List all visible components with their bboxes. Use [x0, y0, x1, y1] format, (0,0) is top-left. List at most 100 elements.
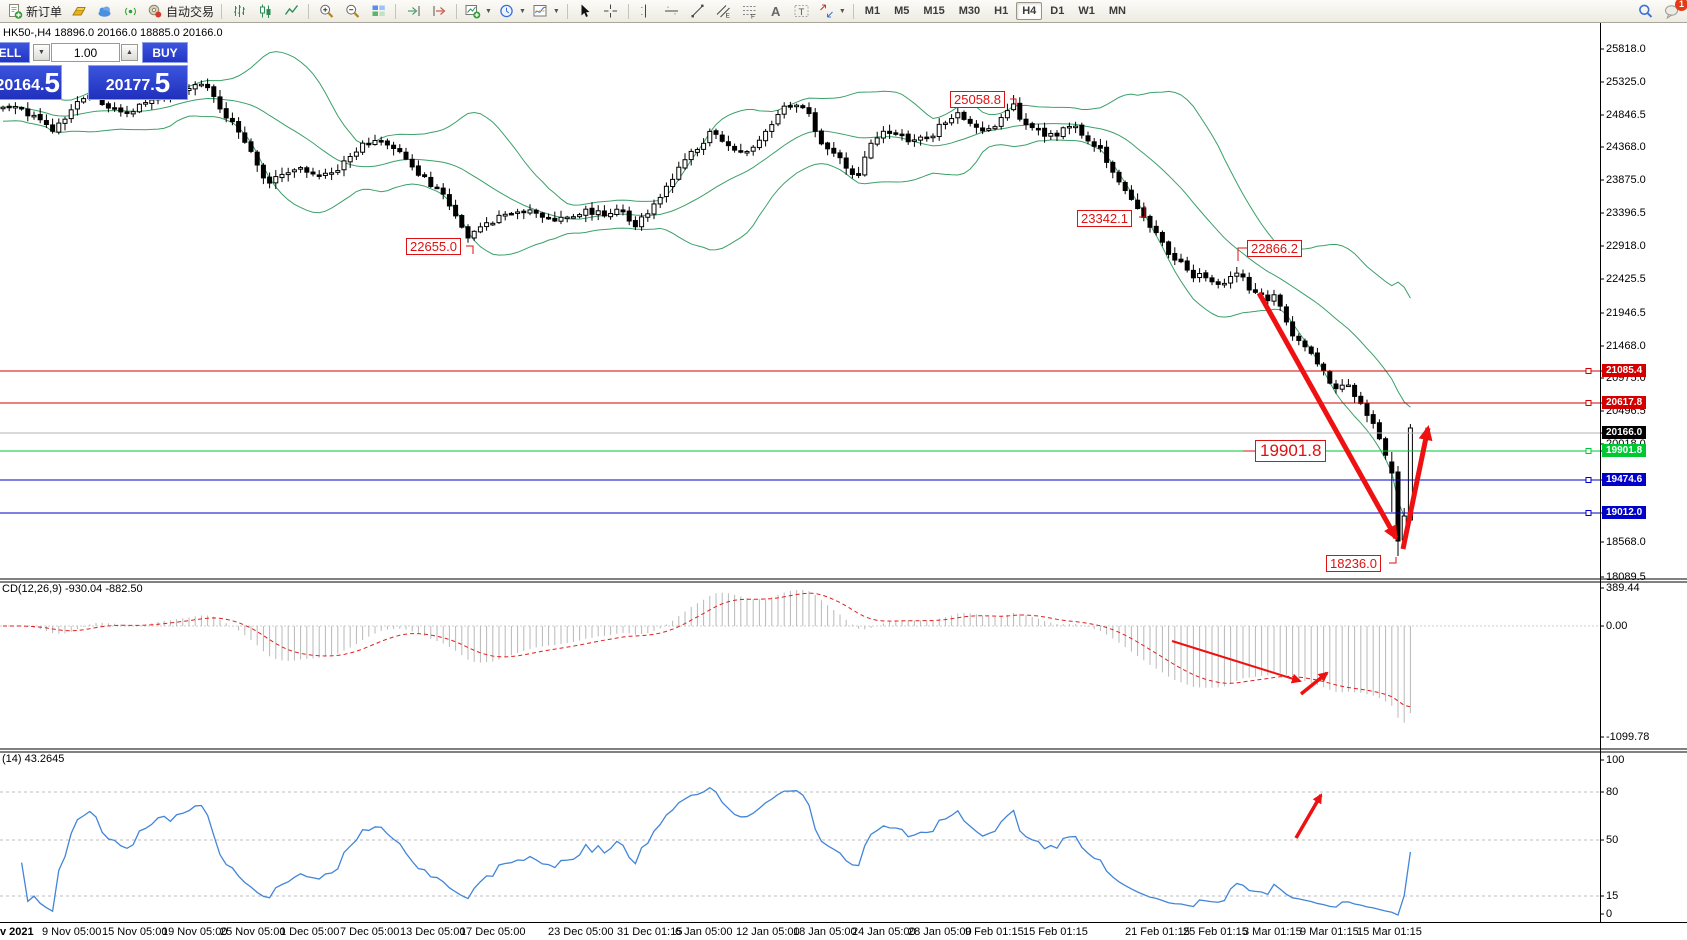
price-axis-label: 22918.0 — [1606, 240, 1646, 252]
new-chart-icon[interactable]: ▼ — [461, 0, 495, 22]
zoom-out-icon[interactable] — [339, 0, 365, 22]
timeframe-m30-button[interactable]: M30 — [958, 5, 981, 17]
amount-increase-button[interactable]: ▲ — [121, 44, 138, 61]
gold-icon[interactable] — [65, 0, 91, 22]
buy-price[interactable]: 20177. 5 — [88, 65, 188, 100]
price-annotation-box[interactable]: 22655.0 — [406, 238, 461, 255]
price-annotation-box[interactable]: 22866.2 — [1247, 240, 1302, 257]
time-axis-label: 21 Feb 01:15 — [1125, 926, 1190, 938]
price-axis-label: 23875.0 — [1606, 174, 1646, 186]
price-tag: 19012.0 — [1602, 506, 1647, 519]
main-toolbar: 新订单 自动交易 ▼ ▼ ▼ E F A T ▼ M1 M5 M15 M30 H1 H4 D1 W1 MN 1 — [0, 0, 1687, 23]
new-order-icon[interactable]: 新订单 — [3, 0, 65, 22]
time-axis-label: 1 Dec 05:00 — [280, 926, 340, 938]
toolbar-separator — [627, 3, 629, 19]
price-annotation-box[interactable]: 25058.8 — [950, 91, 1005, 108]
community-icon[interactable] — [91, 0, 117, 22]
signal-icon[interactable] — [117, 0, 143, 22]
macd-axis-label: 389.44 — [1606, 582, 1640, 594]
timeframe-w1-button[interactable]: W1 — [1078, 5, 1095, 17]
svg-text:T: T — [799, 7, 805, 18]
time-axis-label: 28 Jan 05:00 — [908, 926, 972, 938]
sell-price[interactable]: 20164. 5 — [0, 65, 62, 100]
price-annotation-box[interactable]: 18236.0 — [1326, 555, 1381, 572]
cursor-icon[interactable] — [572, 0, 598, 22]
price-axis-label: 18089.5 — [1606, 571, 1646, 583]
toolbar-right-group: 1 — [1632, 0, 1687, 22]
time-axis-label: v 2021 — [0, 926, 34, 938]
horizontal-line-icon[interactable] — [659, 0, 685, 22]
search-icon[interactable] — [1632, 0, 1658, 22]
price-axis-label: 25818.0 — [1606, 43, 1646, 55]
timeframe-m1-button[interactable]: M1 — [864, 5, 881, 17]
price-tag: 21085.4 — [1602, 364, 1647, 377]
auto-trading-icon[interactable]: 自动交易 — [143, 0, 217, 22]
buy-price-main: 20177. — [105, 77, 155, 94]
chevron-down-icon: ▼ — [838, 7, 846, 15]
crosshair-icon[interactable] — [598, 0, 624, 22]
line-chart-icon[interactable] — [278, 0, 304, 22]
timeframe-d1-button[interactable]: D1 — [1050, 5, 1065, 17]
toolbar-separator — [308, 3, 310, 19]
price-axis-label: 18568.0 — [1606, 536, 1646, 548]
text-label-icon[interactable]: T — [789, 0, 815, 22]
price-axis-label: 24846.5 — [1606, 109, 1646, 121]
bar-chart-icon[interactable] — [226, 0, 252, 22]
price-annotation-box[interactable]: 23342.1 — [1077, 210, 1132, 227]
price-tag: 20617.8 — [1602, 396, 1647, 409]
equidistant-channel-icon[interactable]: E — [711, 0, 737, 22]
amount-decrease-button[interactable]: ▼ — [33, 44, 50, 61]
time-axis-label: 9 Nov 05:00 — [42, 926, 102, 938]
time-axis-label: 9 Feb 01:15 — [965, 926, 1024, 938]
vertical-line-icon[interactable] — [633, 0, 659, 22]
chevron-down-icon: ▼ — [518, 7, 526, 15]
svg-text:A: A — [771, 4, 781, 19]
arrows-icon[interactable]: ▼ — [815, 0, 849, 22]
periods-icon[interactable]: ▼ — [495, 0, 529, 22]
tile-windows-icon[interactable] — [365, 0, 391, 22]
sell-button[interactable]: SELL — [0, 42, 30, 63]
price-axis-label: 21468.0 — [1606, 340, 1646, 352]
time-axis-label: 9 Mar 01:15 — [1300, 926, 1359, 938]
rsi-axis-label: 50 — [1606, 834, 1619, 846]
time-axis-label: 25 Feb 01:15 — [1183, 926, 1248, 938]
chart-shift-icon[interactable] — [426, 0, 452, 22]
amount-input[interactable] — [51, 43, 120, 62]
price-tag: 20166.0 — [1602, 426, 1647, 439]
timeframe-h1-button[interactable]: H1 — [994, 5, 1009, 17]
time-axis-label: 15 Nov 05:00 — [102, 926, 168, 938]
timeframe-m15-button[interactable]: M15 — [923, 5, 945, 17]
sell-price-big-digit: 5 — [44, 67, 60, 98]
time-axis-label: 19 Nov 05:00 — [162, 926, 228, 938]
time-axis-label: 31 Dec 01:15 — [617, 926, 683, 938]
price-tag: 19474.6 — [1602, 473, 1647, 486]
price-axis-label: 22425.5 — [1606, 273, 1646, 285]
chevron-down-icon: ▼ — [552, 7, 560, 15]
timeframe-h4-button[interactable]: H4 — [1016, 2, 1043, 20]
toolbar-left-group: 新订单 自动交易 ▼ ▼ ▼ E F A T ▼ — [3, 0, 858, 22]
svg-text:F: F — [751, 14, 755, 20]
macd-indicator-label: CD(12,26,9) -930.04 -882.50 — [2, 583, 143, 595]
time-axis-label: 3 Mar 01:15 — [1243, 926, 1302, 938]
rsi-axis-label: 100 — [1606, 754, 1625, 766]
price-annotation-box[interactable]: 19901.8 — [1255, 440, 1327, 462]
auto-scroll-icon[interactable] — [400, 0, 426, 22]
time-axis-label: 18 Jan 05:00 — [793, 926, 857, 938]
trendline-icon[interactable] — [685, 0, 711, 22]
fibonacci-icon[interactable]: F — [737, 0, 763, 22]
time-axis-label: 23 Dec 05:00 — [548, 926, 614, 938]
timeframe-m5-button[interactable]: M5 — [894, 5, 910, 17]
buy-button[interactable]: BUY — [142, 42, 188, 63]
time-axis-label: 25 Nov 05:00 — [220, 926, 286, 938]
svg-text:E: E — [726, 13, 731, 20]
indicators-icon[interactable]: ▼ — [529, 0, 563, 22]
text-icon[interactable]: A — [763, 0, 789, 22]
zoom-in-icon[interactable] — [313, 0, 339, 22]
price-axis-label: 23396.5 — [1606, 207, 1646, 219]
toolbar-separator — [852, 3, 854, 19]
candlestick-icon[interactable] — [252, 0, 278, 22]
time-axis-label: 15 Mar 01:15 — [1357, 926, 1422, 938]
timeframe-mn-button[interactable]: MN — [1108, 5, 1126, 17]
chat-icon[interactable]: 1 — [1658, 0, 1687, 22]
